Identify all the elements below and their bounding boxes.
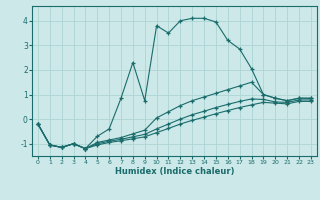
X-axis label: Humidex (Indice chaleur): Humidex (Indice chaleur) bbox=[115, 167, 234, 176]
